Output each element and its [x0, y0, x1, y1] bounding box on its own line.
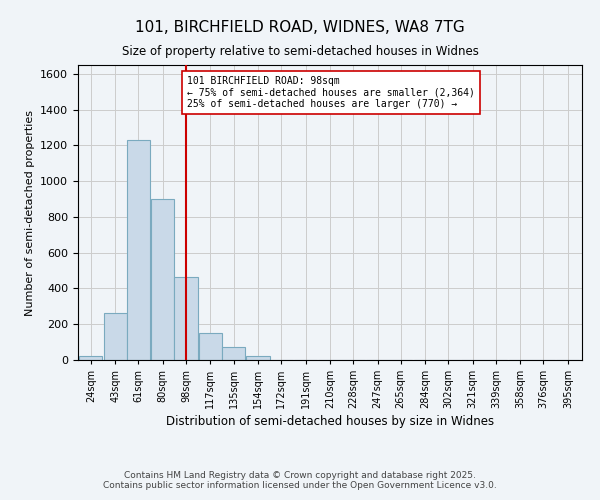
- Y-axis label: Number of semi-detached properties: Number of semi-detached properties: [25, 110, 35, 316]
- Bar: [127, 140, 150, 360]
- Bar: [79, 356, 103, 360]
- X-axis label: Distribution of semi-detached houses by size in Widnes: Distribution of semi-detached houses by …: [166, 416, 494, 428]
- Text: 101, BIRCHFIELD ROAD, WIDNES, WA8 7TG: 101, BIRCHFIELD ROAD, WIDNES, WA8 7TG: [135, 20, 465, 35]
- Bar: [247, 356, 269, 360]
- Text: 101 BIRCHFIELD ROAD: 98sqm
← 75% of semi-detached houses are smaller (2,364)
25%: 101 BIRCHFIELD ROAD: 98sqm ← 75% of semi…: [187, 76, 475, 109]
- Text: Contains HM Land Registry data © Crown copyright and database right 2025.
Contai: Contains HM Land Registry data © Crown c…: [103, 470, 497, 490]
- Bar: [151, 199, 175, 360]
- Bar: [104, 312, 127, 360]
- Bar: [222, 348, 245, 360]
- Text: Size of property relative to semi-detached houses in Widnes: Size of property relative to semi-detach…: [122, 45, 478, 58]
- Bar: [199, 333, 222, 360]
- Bar: [175, 277, 197, 360]
